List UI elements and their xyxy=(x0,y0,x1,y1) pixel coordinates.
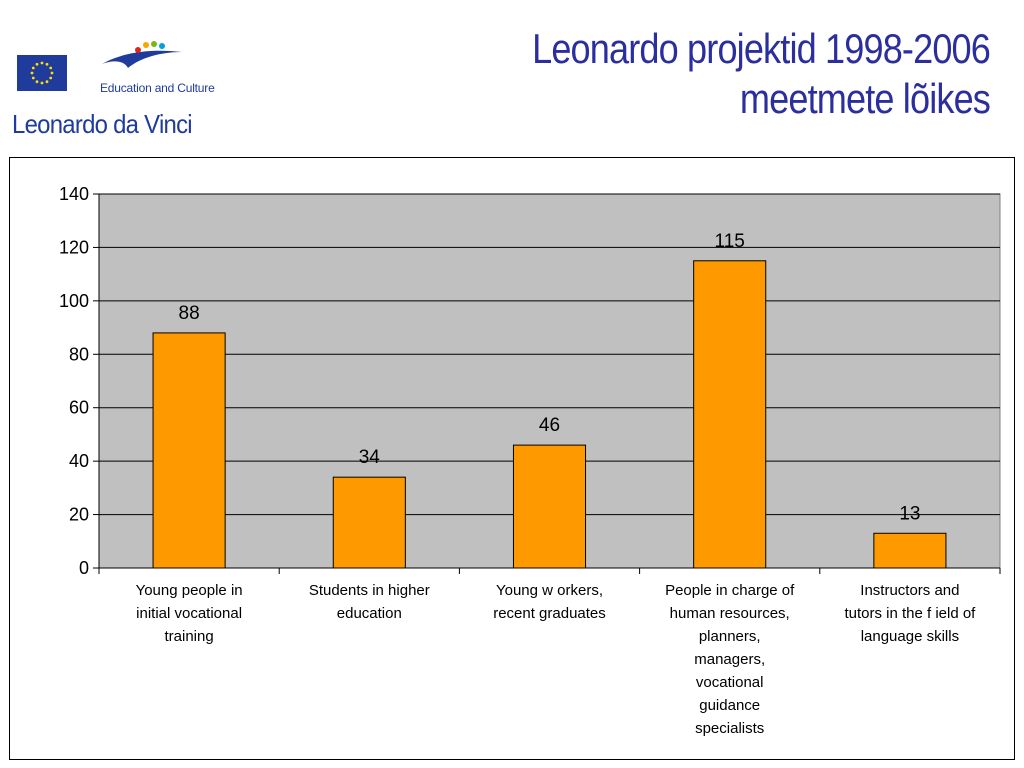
x-category-label-line: specialists xyxy=(695,720,764,737)
y-tick-label: 120 xyxy=(59,237,89,257)
x-category-label-line: guidance xyxy=(699,697,760,714)
slide-title-line-2: meetmete lõikes xyxy=(739,75,991,122)
y-tick-label: 140 xyxy=(59,184,89,204)
y-tick-label: 80 xyxy=(69,344,89,364)
x-category-label-line: language skills xyxy=(861,628,959,645)
x-category-label-line: planners, xyxy=(699,628,761,645)
x-category-label-line: recent graduates xyxy=(493,605,606,622)
bar xyxy=(873,532,947,569)
x-category-label: People in charge of human resources, plann… xyxy=(665,582,795,737)
y-tick-label: 0 xyxy=(79,558,89,578)
eu-flag-icon xyxy=(17,55,67,91)
bar xyxy=(152,332,226,569)
bar xyxy=(512,444,587,569)
x-category-label-line: Instructors and xyxy=(860,582,959,599)
slide-title: Leonardo projektid 1998-2006 meetmete lõ… xyxy=(350,24,991,124)
x-category-label: Instructors and tutors in the f ield of la… xyxy=(844,582,976,645)
x-category-label-line: Young w orkers, xyxy=(496,582,603,599)
y-tick-label: 100 xyxy=(59,291,89,311)
x-category-label: Young w orkers, recent graduates xyxy=(493,582,606,622)
x-category-label-line: managers, xyxy=(694,651,765,668)
y-tick-label: 40 xyxy=(69,451,89,471)
y-tick-label: 60 xyxy=(69,398,89,418)
data-label: 115 xyxy=(715,231,745,252)
x-category-label: Young people in initial vocational trainin… xyxy=(136,582,243,645)
data-label: 46 xyxy=(539,415,560,436)
chart-frame: 0 20 40 60 80 100 120 140 88 Young people in initi… xyxy=(9,157,1015,760)
x-category-label-line: initial vocational xyxy=(136,605,242,622)
bar xyxy=(693,260,767,569)
x-category-label-line: vocational xyxy=(696,674,764,691)
slide-title-line-1: Leonardo projektid 1998-2006 xyxy=(532,25,991,72)
data-label: 88 xyxy=(179,303,200,324)
x-category-label-line: training xyxy=(164,628,213,645)
brand-program-label: Leonardo da Vinci xyxy=(12,109,193,139)
data-label: 13 xyxy=(899,503,920,524)
x-category-label-line: Students in higher xyxy=(309,582,430,599)
bar xyxy=(332,476,406,569)
data-label: 34 xyxy=(359,447,381,468)
brand-top-label: Education and Culture xyxy=(100,81,215,95)
x-category-label-line: human resources, xyxy=(670,605,790,622)
x-category-label-line: tutors in the f ield of xyxy=(844,605,976,622)
x-category-label-line: education xyxy=(337,605,402,622)
x-category-label: Students in higher education xyxy=(309,582,430,622)
bar-chart: 0 20 40 60 80 100 120 140 88 Young people in initi… xyxy=(59,184,1001,737)
x-category-label-line: People in charge of xyxy=(665,582,795,599)
education-culture-swoosh-icon xyxy=(100,38,190,79)
logo-area: Education and Culture Leonardo da Vinci xyxy=(0,0,260,150)
y-tick-label: 20 xyxy=(69,505,89,525)
x-category-label-line: Young people in xyxy=(136,582,243,599)
